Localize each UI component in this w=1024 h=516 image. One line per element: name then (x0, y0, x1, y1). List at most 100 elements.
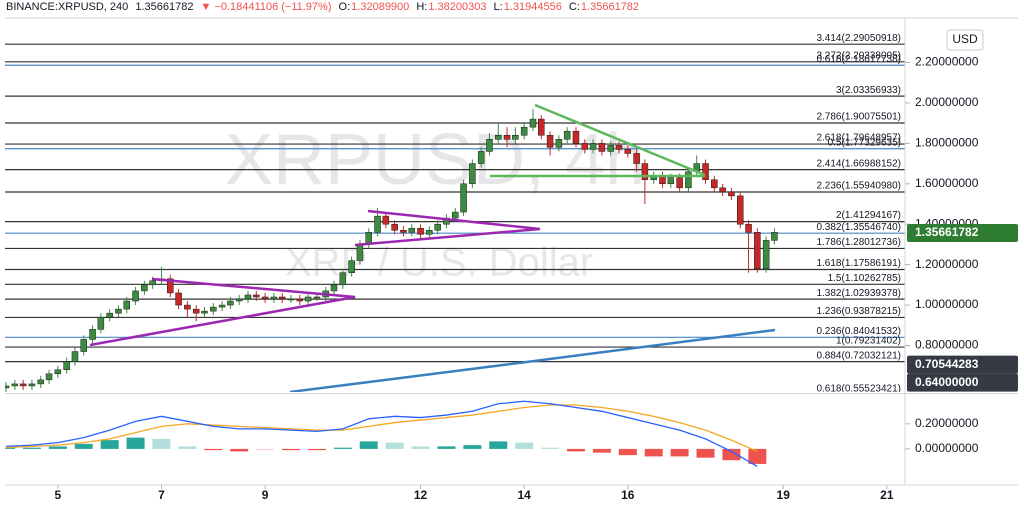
candle-body (486, 139, 493, 152)
fib-level-label: 2(1.41294167) (836, 210, 901, 221)
candle-body (495, 135, 502, 140)
fib-level-label: 0.5(1.77329635) (828, 137, 901, 148)
histogram-bar (541, 447, 560, 449)
x-tick-label: 14 (517, 488, 531, 502)
y-tick-label: 0.20000000 (915, 416, 979, 430)
currency-label[interactable]: USD (952, 32, 978, 46)
candle-body (71, 351, 79, 362)
candle-body (270, 296, 278, 300)
y-tick-label: 1.00000000 (915, 297, 979, 311)
candle-body (235, 298, 243, 302)
macd-line (6, 400, 758, 468)
price-badge (907, 373, 1018, 392)
histogram-bar (126, 437, 145, 449)
triangle-drawing (354, 209, 541, 247)
candle-body (54, 369, 62, 375)
histogram-bar (618, 448, 637, 456)
signal-line (6, 404, 758, 453)
candle-body (426, 230, 433, 235)
candle-body (685, 171, 692, 189)
drawings (89, 103, 776, 392)
ohlc-label: H: (416, 1, 428, 13)
candle-body (563, 130, 571, 140)
candle-body (711, 179, 718, 189)
ohlc-label: O: (338, 1, 351, 13)
candle-body (667, 177, 675, 185)
histogram-bar (74, 443, 93, 449)
histogram-bar (385, 442, 404, 449)
candle-body (728, 191, 735, 197)
histogram-bar (333, 447, 352, 449)
fib-level-label: 3.414(2.29050918) (816, 33, 901, 44)
candle-body (167, 278, 174, 294)
x-tick-label: 12 (414, 488, 428, 502)
price-badge-label: 0.70544283 (915, 357, 979, 371)
y-tick-label: 1.20000000 (915, 257, 979, 271)
fib-level-label: 1.786(1.28012736) (816, 237, 901, 248)
x-tick-label: 19 (777, 488, 791, 502)
ohlc-label: L: (493, 1, 503, 13)
fib-level-label: 2.236(1.55940980) (816, 181, 901, 192)
currency-button[interactable] (946, 29, 984, 51)
x-tick-label: 9 (262, 488, 269, 502)
fib-level-label: 0.382(1.35546740) (816, 222, 901, 233)
candle-body (736, 195, 744, 225)
candle-body (529, 118, 537, 128)
candle-body (624, 149, 632, 154)
candle-body (676, 177, 683, 189)
candle-body (227, 300, 234, 306)
histogram-bar (100, 440, 119, 449)
histogram-bar (722, 448, 741, 461)
y-tick-label: 0.80000000 (915, 338, 979, 352)
histogram-bar (256, 448, 275, 451)
axes: USD 2.20000000 2.00000000 1.80000000 1.6000… (5, 17, 1018, 502)
histogram-bar (230, 448, 249, 452)
candle-body (175, 292, 182, 306)
candle-body (80, 339, 88, 352)
candle-body (296, 298, 304, 302)
fib-level-label: 2.618(1.79648957) (816, 133, 901, 144)
candle-body (253, 294, 260, 298)
candle-body (123, 300, 131, 310)
histogram-bar (437, 446, 456, 449)
candle-body (261, 296, 269, 300)
candle-body (754, 232, 761, 269)
moving-average-line (289, 328, 776, 392)
price-badge-label: 0.64000000 (915, 375, 979, 389)
fib-level-label: 1.236(0.93878215) (816, 306, 901, 317)
candle-body (589, 143, 597, 150)
histogram-bar (592, 448, 611, 453)
candle-body (771, 232, 778, 241)
y-tick-label: 1.60000000 (915, 176, 979, 190)
candle-body (244, 294, 252, 300)
candle-body (762, 240, 770, 269)
y-tick-label: 0.00000000 (915, 441, 979, 455)
candle-body (512, 135, 519, 140)
x-tick-label: 5 (55, 488, 62, 502)
price-badge (907, 355, 1018, 374)
histogram-bar (5, 447, 16, 449)
candle-body (581, 143, 589, 150)
candle-body (45, 373, 53, 381)
candle-body (460, 183, 467, 213)
candle-body (184, 304, 191, 310)
candle-body (278, 296, 286, 300)
fib-level-label: 3.272(2.20338005) (816, 50, 901, 61)
histogram-bar (670, 448, 689, 457)
fib-level-label: 1.5(1.10262785) (828, 273, 901, 284)
candle-body (339, 272, 347, 286)
candle-body (287, 298, 295, 301)
macd-pane (5, 400, 767, 468)
candle-body (400, 230, 407, 233)
histogram-bar (359, 441, 378, 449)
candle-body (382, 215, 390, 225)
candle-body (408, 227, 415, 233)
candle-body (538, 118, 545, 136)
candle-body (615, 145, 623, 150)
watermark-subtitle: XRP / U.S. Dollar (285, 241, 593, 285)
candle-body (477, 151, 485, 164)
candle-body (417, 227, 424, 235)
histogram-bar (48, 446, 67, 449)
x-tick-label: 16 (621, 488, 635, 502)
candle-body (719, 187, 726, 193)
